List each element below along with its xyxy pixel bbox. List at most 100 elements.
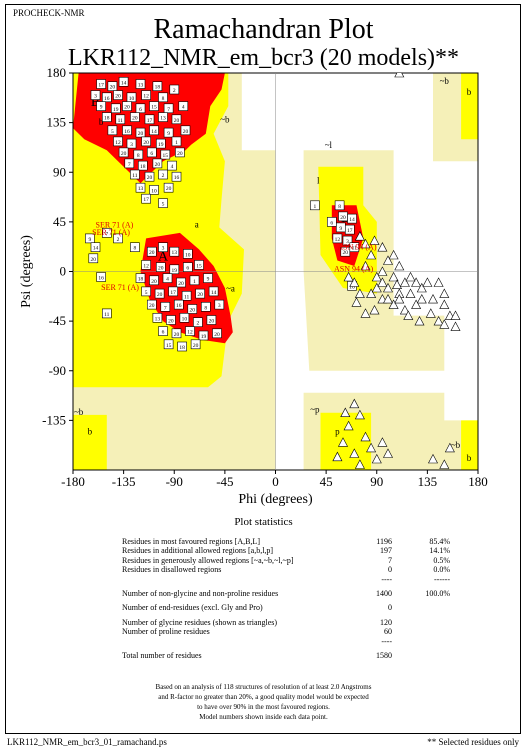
model-number: 13 <box>138 186 144 192</box>
residue-square <box>144 114 155 125</box>
footnote: Based on an analysis of 118 structures o… <box>0 682 527 722</box>
residue-square <box>166 315 176 325</box>
stats-label: Number of non-glycine and non-proline re… <box>122 589 279 599</box>
model-number: 7 <box>167 107 170 113</box>
model-number: 20 <box>149 250 155 256</box>
residue-square <box>169 246 180 257</box>
residue-square <box>189 275 200 286</box>
residue-square <box>201 301 211 312</box>
model-number: 20 <box>166 186 172 192</box>
residue-square <box>122 101 132 111</box>
model-number: 16 <box>176 303 182 309</box>
model-number: 20 <box>155 162 161 168</box>
model-number: 4 <box>182 105 185 111</box>
model-number: 20 <box>177 151 183 157</box>
model-number: 16 <box>104 96 110 102</box>
residue-square <box>133 149 144 160</box>
model-number: 4 <box>166 277 169 283</box>
stats-row: Number of non-glycine and non-proline re… <box>122 589 450 598</box>
residue-square <box>178 101 189 111</box>
model-number: 9 <box>100 105 103 111</box>
stats-heading: Plot statistics <box>234 516 293 528</box>
glycine-triangle <box>360 238 371 249</box>
model-number: 11 <box>104 312 110 318</box>
model-number: 13 <box>172 250 178 256</box>
glycine-triangle <box>439 459 450 469</box>
allowed-region <box>73 414 107 470</box>
stats-count: 1580 <box>376 651 392 661</box>
region-label: ~b <box>74 407 84 417</box>
stats-row: Residues in most favoured regions [A,B,L… <box>122 537 450 546</box>
residue-square <box>168 286 178 297</box>
glycine-triangle <box>399 304 410 315</box>
residue-square <box>160 149 171 160</box>
glycine-triangle <box>439 319 450 329</box>
model-number: 19 <box>172 268 178 274</box>
residue-square <box>158 326 168 336</box>
model-number: 16 <box>124 129 130 135</box>
model-number: 8 <box>137 153 140 159</box>
glycine-triangle <box>405 288 416 298</box>
model-number: 20 <box>209 319 215 325</box>
residue-square <box>310 200 320 211</box>
stats-pct: 100.0% <box>425 589 450 599</box>
model-number: 10 <box>182 316 188 322</box>
x-tick-label: 135 <box>418 474 438 489</box>
stats-pct <box>400 651 450 660</box>
model-number: 8 <box>204 305 207 311</box>
glycine-triangle <box>377 437 388 447</box>
residue-square <box>102 112 112 122</box>
glycine-triangle <box>411 277 422 287</box>
residue-square <box>130 112 140 122</box>
model-number: 17 <box>147 118 153 124</box>
model-number: 4 <box>171 164 174 170</box>
residue-square <box>147 246 157 257</box>
glycine-triangle <box>360 308 371 318</box>
glycine-triangle <box>354 409 365 420</box>
glycine-triangle <box>439 299 450 309</box>
model-number: 11 <box>352 246 358 252</box>
allowed-region <box>320 412 372 470</box>
model-number: 3 <box>346 239 349 245</box>
model-number: 5 <box>111 129 114 135</box>
stats-pct <box>400 627 450 636</box>
model-number: 10 <box>129 96 135 102</box>
residue-square <box>158 198 168 208</box>
model-number: 20 <box>158 266 164 272</box>
region-label: A <box>158 249 169 264</box>
model-number: 17 <box>170 290 176 296</box>
allowed-region <box>461 420 478 470</box>
region-label: b <box>467 87 472 97</box>
model-number: 11 <box>118 118 124 124</box>
footnote-line: Based on an analysis of 118 structures o… <box>155 683 372 691</box>
glycine-triangle <box>366 288 377 298</box>
residue-square <box>130 169 140 180</box>
stats-count: 7 <box>388 555 392 565</box>
y-axis-label: Psi (degrees) <box>19 235 34 308</box>
residue-square <box>85 233 95 244</box>
residue-square <box>167 160 177 171</box>
stats-pct <box>400 603 450 612</box>
glycine-triangle <box>332 451 343 462</box>
stats-pct <box>400 637 450 646</box>
residue-square <box>156 262 166 272</box>
residue-square <box>130 242 140 252</box>
glycine-triangle <box>433 277 444 287</box>
model-number: 9 <box>89 237 92 243</box>
glycine-triangle <box>354 288 365 298</box>
model-number: 18 <box>179 345 185 351</box>
x-tick-label: -135 <box>112 474 136 489</box>
residue-square <box>195 288 205 299</box>
residue-square <box>180 125 191 136</box>
glycine-triangle <box>340 407 351 418</box>
residue-square <box>162 273 173 283</box>
residue-label: ASN 94 (A) <box>334 265 373 274</box>
model-number: 15 <box>196 263 202 269</box>
residue-label-layer: SER 71 (A)SER 71 (A)SER 71 (A)ASN 94 (A)… <box>92 220 377 292</box>
x-tick-label: -180 <box>61 474 85 489</box>
chart-subtitle: LKR112_NMR_em_bcr3 (20 models)** <box>67 45 460 71</box>
model-number: 9 <box>339 226 342 232</box>
model-number: 9 <box>207 277 210 283</box>
residue-square <box>169 264 180 275</box>
residue-square <box>156 138 166 149</box>
